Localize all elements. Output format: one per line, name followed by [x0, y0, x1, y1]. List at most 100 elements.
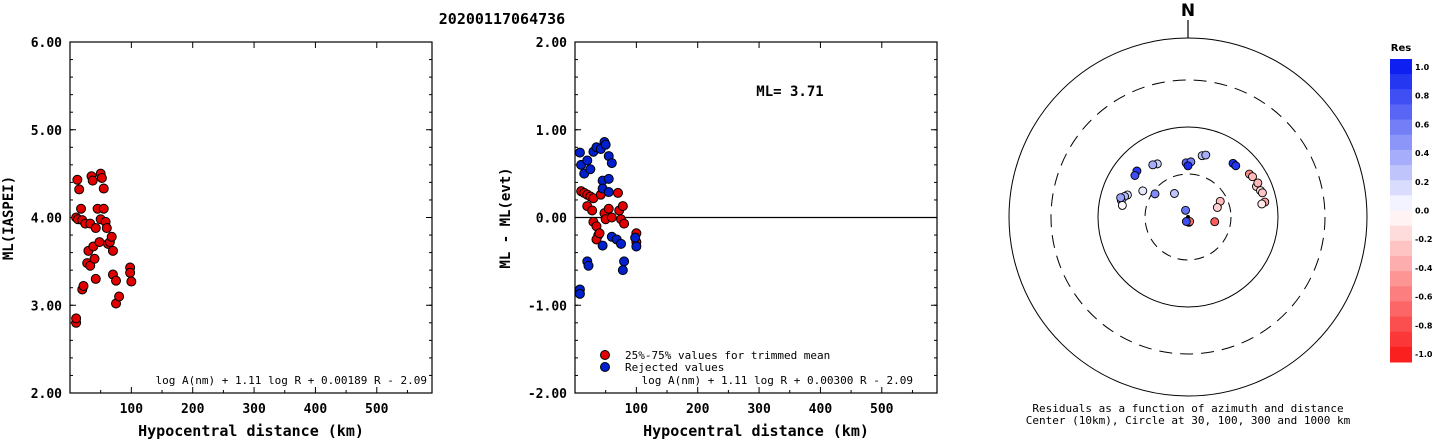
ml-point [71, 313, 82, 324]
ml-point [74, 184, 85, 195]
ml-distance-ylabel: ML(IASPEI) [1, 176, 17, 260]
y-tick-label: -2.00 [528, 387, 567, 402]
residual-distance-panel: 100 200 300 400 500 -2.00 -1.00 0.00 1.00 2.00 ML… [498, 36, 938, 440]
station-marker [1181, 217, 1191, 226]
ml-distance-frame [69, 41, 433, 394]
residual-distance-xlabel: Hypocentral distance (km) [643, 422, 869, 440]
ml-distance-ticks: 100 200 300 400 500 2.00 3.00 4.00 5.00 6.00 [31, 36, 432, 417]
colorbar-tick-label: 0.6 [1415, 120, 1430, 129]
residual-colorbar: Res 1.0 0.8 0.6 0.4 0.2 0.0 -0.2 -0.4 -0.6 -0.8 -1… [1390, 43, 1433, 363]
ml-point [90, 273, 101, 284]
ml-point [125, 267, 136, 278]
y-tick-label: 1.00 [536, 124, 567, 139]
trimmed-residual-point [587, 205, 598, 216]
colorbar-cell [1390, 104, 1412, 121]
station-markers [1116, 150, 1270, 227]
residual-distance-ticks: 100 200 300 400 500 -2.00 -1.00 0.00 1.00 2.00 [528, 36, 937, 417]
ml-point [78, 280, 89, 291]
trimmed-residual-point [619, 218, 630, 229]
x-tick-label: 100 [625, 402, 649, 417]
colorbar-tick-label: -1.0 [1415, 350, 1433, 359]
y-tick-label: -1.00 [528, 299, 567, 314]
ml-distance-xlabel: Hypocentral distance (km) [138, 422, 364, 440]
colorbar-cell [1390, 331, 1412, 348]
legend-label-rejected: Rejected values [625, 361, 724, 374]
station-marker [1148, 160, 1158, 170]
legend-marker-rejected [600, 362, 610, 372]
trimmed-residual-point [606, 212, 617, 223]
station-marker [1201, 150, 1211, 160]
colorbar-tick-label: 0.2 [1415, 178, 1429, 187]
y-tick-label: 0.00 [536, 212, 567, 227]
ml-distance-panel: 100 200 300 400 500 2.00 3.00 4.00 5.00 6.00 log … [1, 36, 433, 440]
colorbar-cell [1390, 59, 1412, 75]
colorbar-tick-label: -0.6 [1415, 293, 1433, 302]
rejected-residual-point [630, 232, 641, 243]
colorbar-cell [1390, 346, 1412, 363]
rejected-residual-point [597, 240, 608, 251]
x-tick-label: 200 [686, 402, 710, 417]
colorbar-tick-label: -0.4 [1415, 264, 1433, 273]
colorbar-cell [1390, 316, 1412, 333]
station-marker [1150, 189, 1160, 199]
residual-distance-points [574, 137, 642, 299]
ml-point [107, 245, 118, 256]
ml-point [89, 253, 100, 264]
x-tick-label: 500 [870, 402, 894, 417]
legend-label-trimmed: 25%-75% values for trimmed mean [625, 349, 830, 362]
ml-point [106, 231, 117, 242]
trimmed-residual-point [617, 201, 628, 212]
trimmed-residual-point [603, 203, 614, 214]
colorbar-cell [1390, 180, 1412, 196]
ml-point [101, 223, 112, 234]
ml-point [72, 174, 83, 185]
ml-point [98, 203, 109, 214]
station-marker [1253, 178, 1263, 188]
station-marker [1169, 189, 1179, 198]
event-id-title: 20200117064736 [439, 10, 565, 28]
rejected-residual-point [616, 238, 627, 249]
rejected-residual-point [574, 147, 585, 158]
colorbar-cell [1390, 271, 1412, 287]
colorbar-cell [1390, 210, 1412, 227]
station-marker [1257, 199, 1267, 209]
colorbar-cell [1390, 240, 1412, 257]
ring-1000km [1008, 37, 1368, 397]
station-marker [1257, 188, 1267, 198]
colorbar-cell [1390, 89, 1412, 105]
colorbar-tick-label: 0.8 [1415, 92, 1430, 101]
x-tick-label: 200 [181, 402, 205, 417]
ml-point [96, 173, 107, 184]
y-tick-label: 4.00 [31, 212, 62, 227]
x-tick-label: 300 [747, 402, 771, 417]
station-marker [1248, 172, 1257, 182]
rejected-residual-point [582, 155, 593, 166]
y-tick-label: 2.00 [31, 387, 62, 402]
rejected-residual-point [583, 260, 594, 271]
residual-distance-ylabel: ML - ML(evt) [498, 167, 514, 268]
colorbar-tick-label: -0.2 [1415, 235, 1433, 244]
ml-point [94, 237, 105, 248]
ml-point [87, 175, 98, 186]
colorbar-cells [1390, 59, 1412, 363]
ml-point [126, 276, 137, 287]
colorbar-cell [1390, 301, 1412, 318]
rejected-residual-point [606, 158, 617, 169]
map-caption-line-1: Residuals as a function of azimuth and d… [1032, 402, 1343, 415]
station-marker [1138, 186, 1148, 196]
north-label: N [1181, 1, 1195, 21]
rejected-residual-point [617, 265, 628, 276]
station-marker [1212, 203, 1222, 212]
ring-30km [1144, 173, 1232, 261]
ml-point [111, 275, 122, 286]
x-tick-label: 300 [242, 402, 266, 417]
ml-point [114, 291, 125, 302]
legend: 25%-75% values for trimmed mean Rejected… [600, 349, 830, 374]
colorbar-cell [1390, 119, 1412, 136]
colorbar-cell [1390, 74, 1412, 90]
y-tick-label: 5.00 [31, 124, 62, 139]
x-tick-label: 400 [809, 402, 833, 417]
ml-point [90, 223, 101, 234]
x-tick-label: 100 [120, 402, 144, 417]
